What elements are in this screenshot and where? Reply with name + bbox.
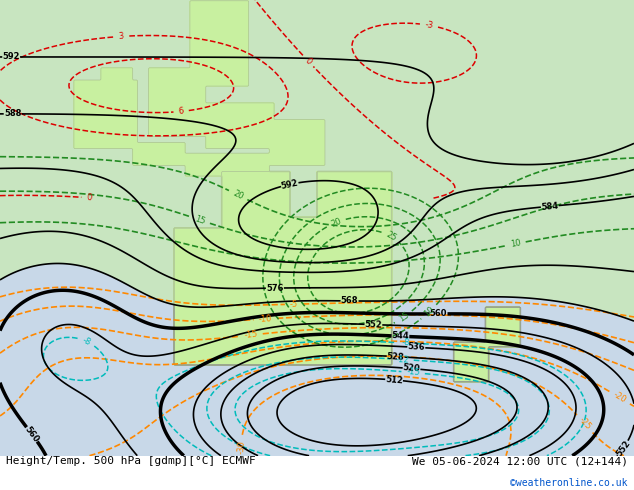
Text: -8: -8 <box>401 338 410 347</box>
Text: 584: 584 <box>541 201 559 212</box>
Text: -10: -10 <box>259 314 273 324</box>
Text: 3: 3 <box>118 32 124 41</box>
Text: 552: 552 <box>365 320 382 329</box>
Text: 512: 512 <box>385 375 403 385</box>
Text: 10: 10 <box>422 305 436 319</box>
Text: -12: -12 <box>395 355 409 365</box>
Text: -8: -8 <box>81 336 92 347</box>
Text: 25: 25 <box>384 230 398 243</box>
Text: -15: -15 <box>406 368 420 378</box>
Text: -3: -3 <box>424 20 434 30</box>
Text: 544: 544 <box>391 331 410 341</box>
Text: 560: 560 <box>23 425 41 444</box>
Text: 20: 20 <box>231 189 245 201</box>
Text: Height/Temp. 500 hPa [gdmp][°C] ECMWF: Height/Temp. 500 hPa [gdmp][°C] ECMWF <box>6 457 256 466</box>
Text: -20: -20 <box>612 391 628 405</box>
Text: We 05-06-2024 12:00 UTC (12+144): We 05-06-2024 12:00 UTC (12+144) <box>411 457 628 466</box>
Text: 536: 536 <box>407 343 425 352</box>
Text: -30: -30 <box>236 440 246 454</box>
Text: -15: -15 <box>244 330 258 340</box>
Text: 15: 15 <box>397 311 410 324</box>
Text: 10: 10 <box>510 239 522 249</box>
Text: 576: 576 <box>266 284 283 293</box>
Text: 568: 568 <box>341 296 358 305</box>
Text: -5: -5 <box>290 299 298 309</box>
Text: 592: 592 <box>280 178 299 191</box>
Text: 0: 0 <box>303 56 313 66</box>
Text: 15: 15 <box>194 214 207 226</box>
Text: 528: 528 <box>387 352 404 362</box>
Text: 0: 0 <box>86 193 92 202</box>
Text: 6: 6 <box>178 107 184 116</box>
Text: 560: 560 <box>430 309 448 318</box>
Text: 592: 592 <box>3 52 20 61</box>
Text: ©weatheronline.co.uk: ©weatheronline.co.uk <box>510 478 628 488</box>
Text: 588: 588 <box>4 109 22 119</box>
Text: 20: 20 <box>330 217 342 229</box>
Text: 552: 552 <box>614 439 632 458</box>
Text: -25: -25 <box>577 416 593 432</box>
Text: 520: 520 <box>403 364 420 374</box>
